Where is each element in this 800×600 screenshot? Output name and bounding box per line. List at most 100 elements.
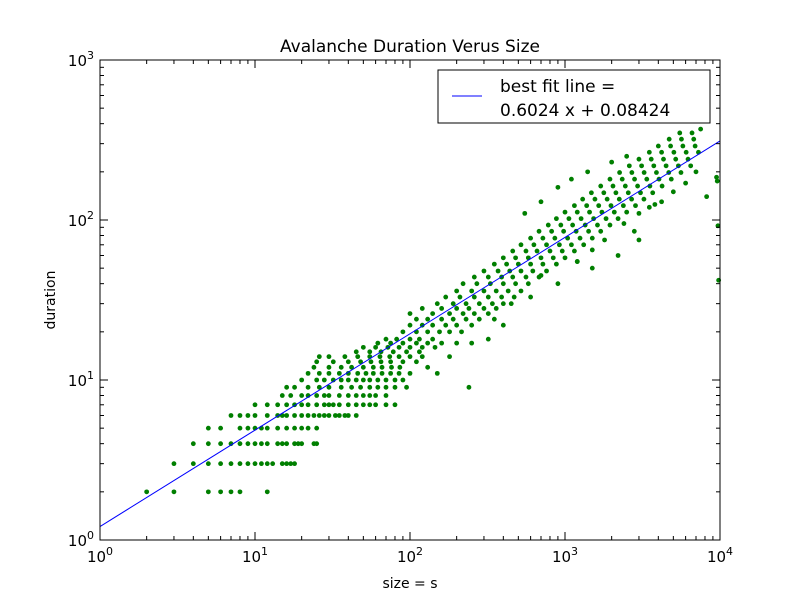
scatter-point	[481, 268, 487, 274]
scatter-point	[581, 242, 587, 248]
scatter-point	[692, 143, 698, 149]
scatter-point	[439, 306, 445, 311]
scatter-point	[373, 402, 379, 408]
scatter-point	[370, 370, 376, 376]
scatter-point	[367, 384, 373, 390]
scatter-point	[629, 196, 635, 202]
scatter-point	[275, 441, 281, 447]
scatter-point	[688, 163, 694, 169]
scatter-point	[586, 228, 591, 234]
scatter-point	[353, 377, 359, 383]
scatter-point	[394, 336, 400, 342]
scatter-point	[629, 170, 635, 175]
scatter-point	[625, 190, 631, 196]
scatter-point	[252, 441, 258, 447]
scatter-point	[336, 402, 342, 408]
scatter-point	[636, 237, 642, 243]
scatter-point	[538, 199, 544, 205]
scatter-point	[577, 235, 583, 241]
scatter-point	[471, 311, 477, 316]
scatter-point	[530, 268, 536, 274]
scatter-point	[481, 306, 487, 311]
scatter-point	[683, 149, 689, 155]
scatter-point	[654, 170, 659, 175]
scatter-point	[430, 322, 436, 328]
scatter-point	[419, 354, 425, 360]
scatter-point	[596, 203, 602, 209]
scatter-point	[447, 311, 452, 316]
scatter-point	[367, 402, 373, 408]
scatter-point	[648, 156, 654, 162]
scatter-point	[407, 336, 413, 342]
scatter-point	[345, 370, 351, 376]
scatter-point	[528, 261, 534, 267]
scatter-point	[336, 370, 342, 376]
scatter-point	[592, 196, 598, 202]
scatter-point	[252, 402, 258, 408]
scatter-point	[679, 136, 684, 142]
scatter-point	[358, 359, 363, 365]
scatter-point	[245, 425, 251, 431]
scatter-point	[171, 461, 177, 467]
best-fit-line	[99, 140, 721, 527]
scatter-point	[601, 190, 607, 196]
scatter-point	[407, 354, 413, 360]
scatter-point	[610, 183, 616, 189]
scatter-point	[400, 377, 406, 383]
scatter-point	[367, 377, 373, 383]
scatter-point	[457, 294, 463, 300]
scatter-point	[218, 489, 224, 495]
scatter-point	[345, 359, 351, 365]
scatter-point	[639, 163, 644, 169]
scatter-point	[425, 316, 431, 322]
scatter-point	[714, 174, 719, 180]
y-tick-label: 103	[68, 49, 94, 70]
scatter-point	[284, 441, 290, 447]
scatter-point	[651, 163, 657, 169]
x-tick-label: 104	[707, 545, 733, 566]
scatter-point	[270, 461, 276, 467]
scatter-point	[305, 370, 311, 376]
scatter-point	[321, 393, 327, 398]
scatter-point	[387, 354, 393, 360]
scatter-point	[434, 370, 440, 376]
scatter-point	[414, 316, 419, 322]
scatter-point	[474, 281, 480, 287]
scatter-point	[602, 237, 607, 243]
scatter-point	[332, 413, 338, 418]
scatter-point	[704, 194, 710, 200]
scatter-point	[493, 288, 499, 294]
scatter-point	[538, 255, 544, 261]
x-axis-label: size = s	[382, 576, 437, 592]
chart-title: Avalanche Duration Verus Size	[280, 37, 540, 57]
scatter-point	[404, 384, 409, 390]
scatter-point	[414, 359, 419, 365]
scatter-point	[314, 425, 320, 431]
scatter-point	[397, 364, 403, 370]
scatter-point	[574, 259, 580, 264]
scatter-point	[659, 149, 664, 155]
scatter-point	[659, 199, 664, 205]
scatter-point	[504, 261, 509, 267]
scatter-point	[646, 204, 652, 210]
scatter-point	[284, 425, 290, 431]
scatter-point	[284, 384, 290, 390]
scatter-point	[661, 156, 666, 162]
scatter-point	[608, 203, 614, 209]
scatter-point	[632, 176, 637, 182]
scatter-point	[485, 311, 491, 316]
scatter-point	[326, 370, 332, 376]
scatter-point	[279, 441, 285, 447]
scatter-point	[370, 364, 376, 370]
scatter-point	[485, 336, 491, 342]
scatter-point	[522, 210, 528, 216]
scatter-point	[349, 384, 354, 390]
scatter-point	[299, 413, 305, 418]
y-axis-label: duration	[43, 271, 59, 330]
scatter-point	[626, 163, 632, 169]
scatter-point	[425, 329, 431, 335]
scatter-point	[547, 248, 553, 254]
scatter-point	[259, 441, 264, 447]
scatter-point	[218, 425, 224, 431]
scatter-point	[485, 274, 491, 280]
